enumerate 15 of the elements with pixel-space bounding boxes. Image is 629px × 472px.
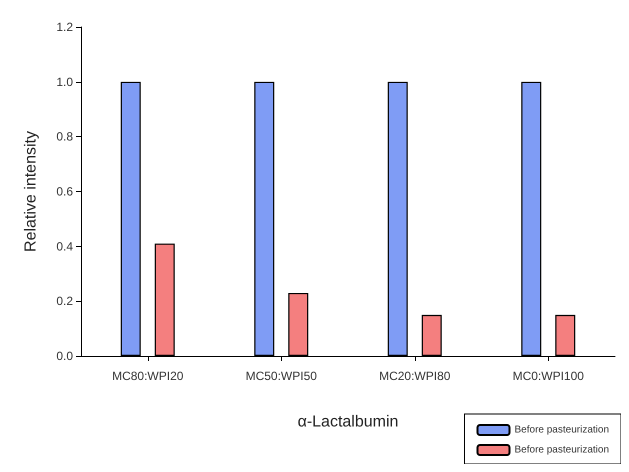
y-tick-label: 1.2: [56, 20, 74, 34]
y-tick-label: 0.8: [56, 130, 74, 144]
y-tick-label: 1.0: [56, 74, 74, 89]
y-tick-label: 0.2: [56, 294, 74, 308]
y-tick-label: 0.4: [56, 239, 74, 254]
y-tick-label: 0.6: [56, 184, 74, 198]
x-axis-title: α-Lactalbumin: [298, 414, 398, 430]
x-tick-label: MC0:WPI100: [512, 369, 584, 383]
legend-label: Before pasteurization: [514, 424, 610, 436]
legend-label: Before pasteurization: [514, 444, 610, 456]
y-tick-label: 0.0: [56, 349, 74, 363]
x-tick-label: MC20:WPI80: [379, 369, 451, 383]
x-tick-label: MC50:WPI50: [246, 369, 318, 383]
y-axis-title: Relative intensity: [22, 131, 40, 252]
x-tick-label: MC80:WPI20: [112, 369, 184, 383]
